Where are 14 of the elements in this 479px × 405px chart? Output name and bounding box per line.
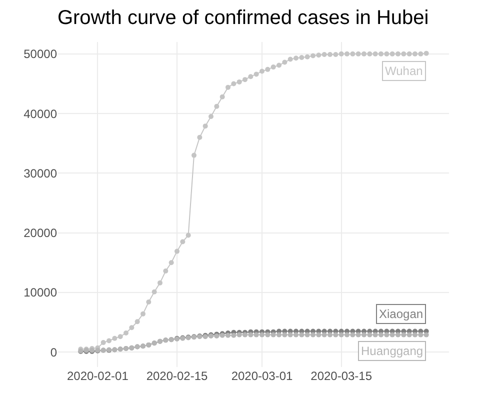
x-tick-label: 2020-03-15 — [310, 369, 372, 383]
x-tick-label: 2020-03-01 — [231, 369, 294, 383]
series-label: Wuhan — [385, 64, 423, 78]
x-tick-label: 2020-02-15 — [146, 369, 208, 383]
y-tick-label: 20000 — [24, 226, 58, 240]
x-tick-label: 2020-02-01 — [66, 369, 129, 383]
y-tick-label: 40000 — [24, 106, 58, 121]
series-label: Xiaogan — [379, 307, 424, 321]
chart-title: Growth curve of confirmed cases in Hubei — [57, 7, 429, 30]
y-tick-label: 0 — [50, 345, 58, 360]
y-tick-label: 50000 — [24, 47, 58, 62]
series-label: Huanggang — [361, 344, 424, 358]
y-tick-label: 30000 — [24, 166, 58, 180]
y-tick-label: 10000 — [24, 286, 58, 300]
